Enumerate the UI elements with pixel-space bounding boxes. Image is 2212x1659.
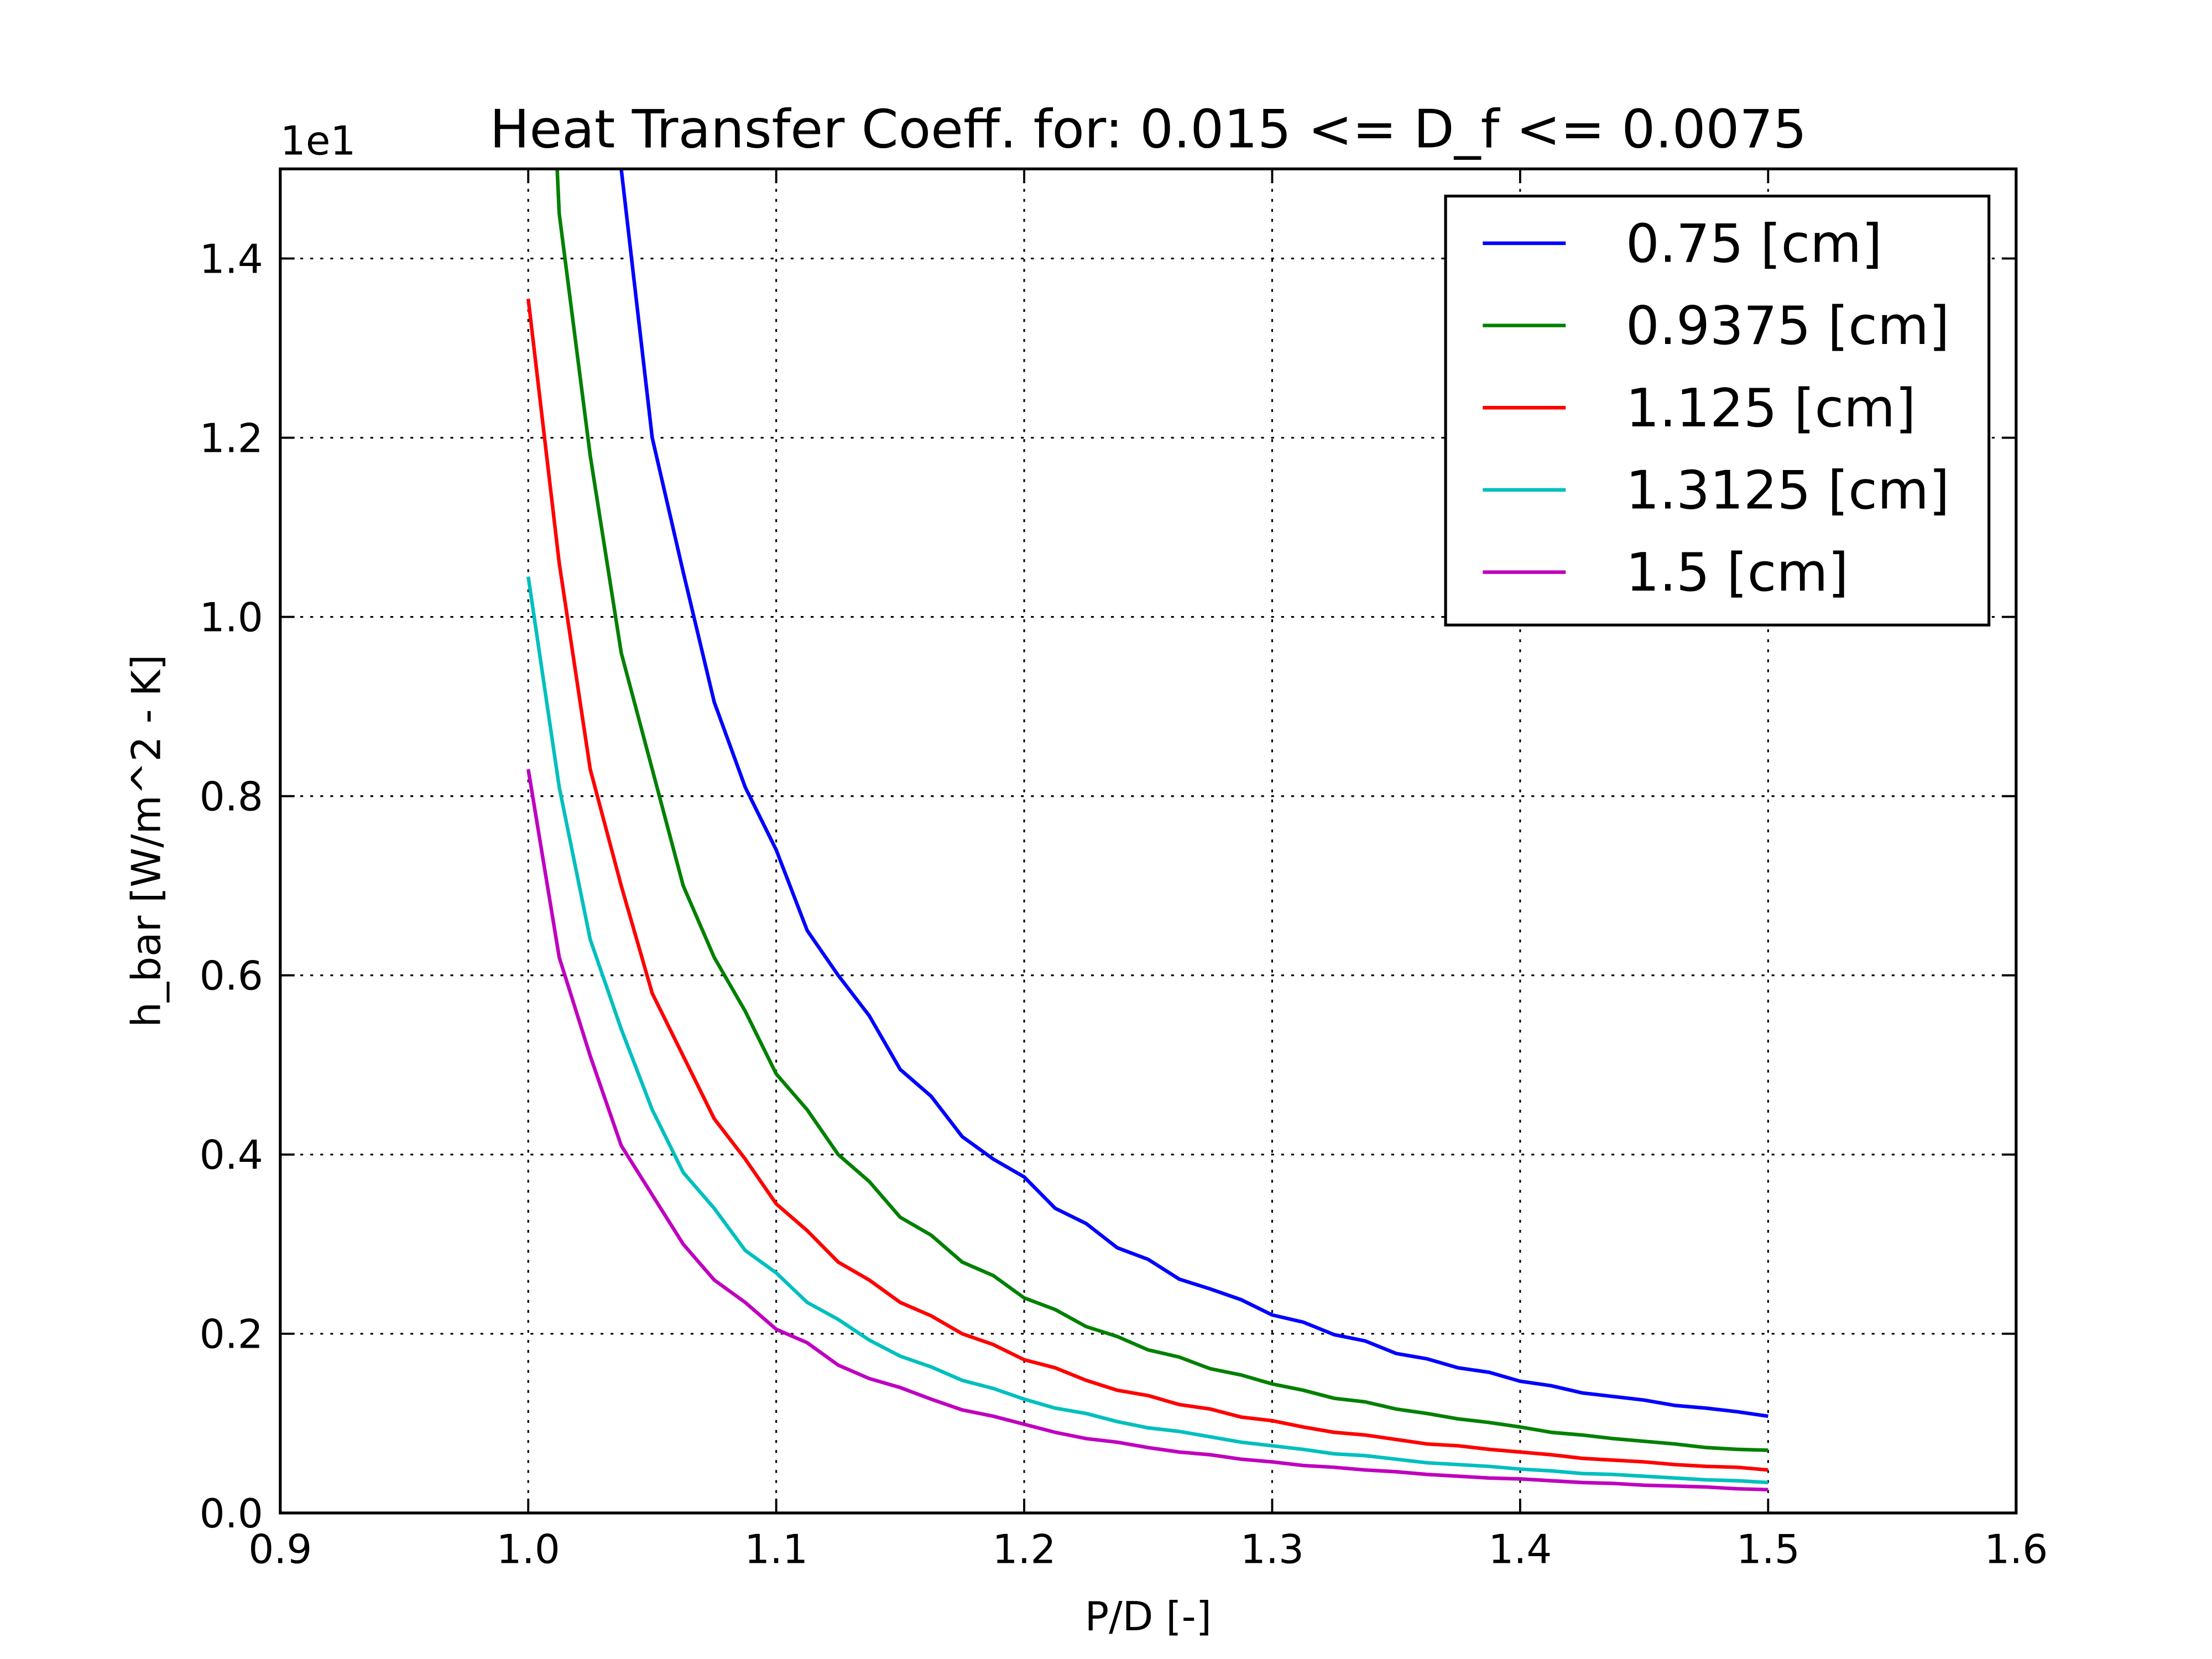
- ticks: 0.9 1.0 1.1 1.2 1.3 1.4 1.5 1.6 0.0 0.2 0.4 0.6 0.8 1…: [200, 169, 2048, 1573]
- chart-title: Heat Transfer Coeff. for: 0.015 <= D_f <…: [489, 98, 1807, 160]
- x-tick-label: 1.2: [993, 1526, 1056, 1573]
- data-line: [526, 299, 1768, 1472]
- y-tick-label: 1.2: [200, 415, 263, 462]
- legend-label: 1.5 [cm]: [1626, 541, 1849, 603]
- data-line: [526, 769, 1768, 1492]
- y-tick-label: 0.0: [200, 1491, 263, 1537]
- legend-label: 0.9375 [cm]: [1626, 295, 1950, 357]
- y-tick-label: 0.4: [200, 1133, 263, 1179]
- x-axis-label: P/D [-]: [1085, 1594, 1212, 1640]
- legend-label: 1.125 [cm]: [1626, 377, 1916, 439]
- y-tick-label: 1.0: [200, 594, 263, 641]
- legend: 0.75 [cm] 0.9375 [cm] 1.125 [cm] 1.3125 [cm…: [1444, 194, 1991, 627]
- x-tick-label: 0.9: [248, 1526, 312, 1573]
- legend-label: 0.75 [cm]: [1626, 212, 1882, 274]
- legend-label: 1.3125 [cm]: [1626, 460, 1950, 521]
- legend-box: [1444, 194, 1991, 627]
- data-line: [555, 169, 1768, 1452]
- axes-frame: [279, 167, 2018, 1515]
- x-tick-label: 1.0: [497, 1526, 560, 1573]
- y-tick-label: 1.4: [200, 236, 263, 283]
- x-tick-label: 1.4: [1488, 1526, 1552, 1573]
- y-tick-label: 0.8: [200, 774, 263, 821]
- x-tick-label: 1.1: [744, 1526, 808, 1573]
- x-tick-label: 1.3: [1240, 1526, 1304, 1573]
- y-offset-text: 1e1: [280, 118, 356, 165]
- x-tick-label: 1.6: [1984, 1526, 2048, 1573]
- y-axis-label: h_bar [W/m^2 - K]: [124, 655, 170, 1027]
- y-tick-label: 0.6: [200, 953, 263, 1000]
- data-line: [526, 576, 1768, 1485]
- x-tick-label: 1.5: [1736, 1526, 1800, 1573]
- data-line: [619, 169, 1768, 1418]
- plot-lines: [526, 169, 1768, 1492]
- y-tick-label: 0.2: [200, 1312, 263, 1358]
